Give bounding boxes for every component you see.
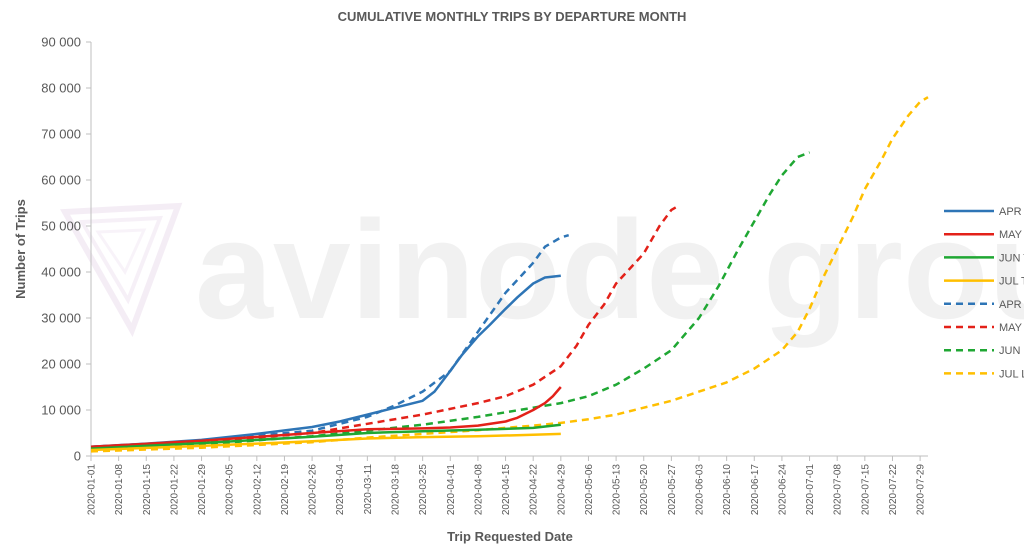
chart-title: CUMULATIVE MONTHLY TRIPS BY DEPARTURE MO… bbox=[338, 9, 687, 24]
x-tick-label: 2020-02-12 bbox=[252, 464, 263, 516]
x-tick-label: 2020-06-10 bbox=[722, 464, 733, 516]
x-tick-label: 2020-01-15 bbox=[142, 464, 153, 516]
series-lines bbox=[90, 96, 929, 453]
y-tick-label: 70 000 bbox=[41, 127, 81, 142]
x-tick-labels: 2020-01-01 2020-01-08 2020-01-15 2020-01-22… bbox=[87, 456, 927, 515]
x-tick-label: 2020-01-22 bbox=[169, 464, 180, 516]
watermark: avinode group bbox=[59, 191, 1024, 348]
x-tick-label: 2020-05-06 bbox=[584, 464, 595, 516]
y-tick-label: 10 000 bbox=[41, 403, 81, 418]
y-tick-label: 0 bbox=[74, 449, 81, 464]
y-tick-label: 60 000 bbox=[41, 173, 81, 188]
legend-label: MAY LY bbox=[999, 322, 1024, 334]
x-tick-label: 2020-04-22 bbox=[529, 464, 540, 516]
x-tick-label: 2020-05-13 bbox=[612, 464, 623, 516]
x-axis-title: Trip Requested Date bbox=[447, 529, 573, 544]
x-tick-label: 2020-07-15 bbox=[860, 464, 871, 516]
x-tick-label: 2020-01-08 bbox=[114, 464, 125, 516]
series-line-jun-ly bbox=[90, 151, 811, 451]
x-tick-label: 2020-07-08 bbox=[833, 464, 844, 516]
legend: APR TY MAY TY JUN TY JUL TY APR LY MAY LY JUN … bbox=[944, 206, 1024, 380]
legend-label: APR TY bbox=[999, 206, 1024, 218]
x-tick-label: 2020-05-27 bbox=[667, 464, 678, 516]
y-tick-label: 50 000 bbox=[41, 219, 81, 234]
legend-label: MAY TY bbox=[999, 229, 1024, 241]
x-tick-label: 2020-07-01 bbox=[805, 464, 816, 516]
x-tick-label: 2020-04-01 bbox=[446, 464, 457, 516]
series-line-may-ly bbox=[90, 204, 680, 449]
y-axis-title: Number of Trips bbox=[13, 199, 28, 299]
x-tick-label: 2020-06-17 bbox=[750, 464, 761, 516]
legend-label: JUN TY bbox=[999, 252, 1024, 264]
axes bbox=[90, 42, 928, 457]
series-line-may-ty bbox=[90, 386, 562, 449]
series-line-apr-ty bbox=[90, 274, 561, 449]
y-tick-label: 30 000 bbox=[41, 311, 81, 326]
series-line-jul-ty bbox=[90, 432, 561, 452]
series-line-jul-ly bbox=[90, 96, 929, 453]
legend-label: JUL TY bbox=[999, 276, 1024, 288]
y-tick-labels: 0 10 000 20 000 30 000 40 000 50 000 60 000 70 … bbox=[41, 35, 91, 464]
x-tick-label: 2020-02-26 bbox=[308, 464, 319, 516]
legend-label: APR LY bbox=[999, 299, 1024, 311]
x-tick-label: 2020-03-11 bbox=[363, 464, 374, 515]
x-tick-label: 2020-03-04 bbox=[335, 464, 346, 516]
y-tick-label: 90 000 bbox=[41, 35, 81, 50]
x-tick-label: 2020-01-29 bbox=[197, 464, 208, 516]
x-tick-label: 2020-07-29 bbox=[916, 464, 927, 516]
x-tick-label: 2020-06-24 bbox=[777, 464, 788, 516]
y-tick-label: 20 000 bbox=[41, 357, 81, 372]
watermark-logo-mark bbox=[59, 202, 183, 338]
x-tick-label: 2020-07-22 bbox=[888, 464, 899, 516]
series-line-jun-ty bbox=[90, 423, 561, 450]
x-tick-label: 2020-05-20 bbox=[639, 464, 650, 516]
watermark-text: avinode group bbox=[195, 191, 1024, 348]
legend-label: JUL LY bbox=[999, 368, 1024, 380]
x-tick-label: 2020-03-25 bbox=[418, 464, 429, 516]
x-tick-label: 2020-04-08 bbox=[473, 464, 484, 516]
x-tick-label: 2020-06-03 bbox=[695, 464, 706, 516]
x-tick-label: 2020-02-05 bbox=[225, 464, 236, 516]
legend-label: JUN LY bbox=[999, 345, 1024, 357]
x-tick-label: 2020-04-29 bbox=[556, 464, 567, 516]
x-tick-label: 2020-04-15 bbox=[501, 464, 512, 516]
y-tick-label: 40 000 bbox=[41, 265, 81, 280]
x-tick-label: 2020-01-01 bbox=[87, 464, 98, 516]
x-tick-label: 2020-03-18 bbox=[391, 464, 402, 516]
y-tick-label: 80 000 bbox=[41, 81, 81, 96]
x-tick-label: 2020-02-19 bbox=[280, 464, 291, 516]
